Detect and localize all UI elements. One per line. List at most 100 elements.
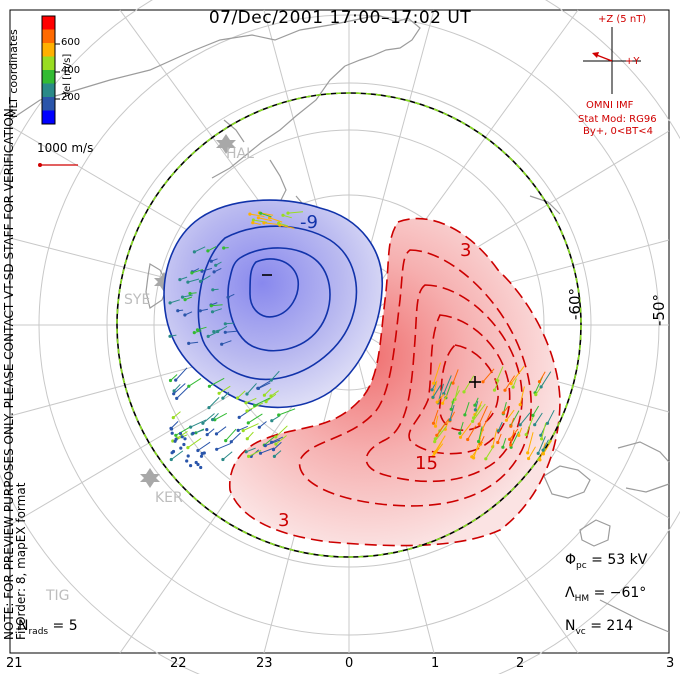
vector-line bbox=[452, 369, 459, 384]
vector-line bbox=[479, 435, 485, 445]
latitude-label-60: -60° bbox=[566, 288, 584, 320]
vector-line bbox=[173, 383, 186, 395]
vector-origin bbox=[223, 330, 227, 334]
vector-line bbox=[512, 378, 517, 388]
station-ker: KER bbox=[155, 490, 183, 506]
vector-line bbox=[287, 211, 304, 214]
vector-line bbox=[502, 405, 509, 414]
vector-line bbox=[547, 409, 555, 424]
vector-line bbox=[238, 425, 248, 431]
vector-line bbox=[225, 322, 234, 325]
vector-line bbox=[460, 422, 472, 438]
vector-line bbox=[169, 299, 180, 304]
vector-line bbox=[269, 217, 283, 223]
vector-origin bbox=[183, 437, 187, 441]
imf-y-label: +Y bbox=[625, 56, 640, 67]
colorbar-band bbox=[42, 16, 55, 30]
vector-line bbox=[525, 414, 535, 435]
colorbar-band bbox=[42, 70, 55, 84]
colorbar-band bbox=[42, 83, 55, 98]
vector-line bbox=[463, 375, 475, 393]
vector-line bbox=[472, 403, 486, 422]
vector-origin bbox=[180, 435, 184, 439]
velocity-vectors bbox=[168, 211, 555, 470]
vector-line bbox=[184, 296, 193, 301]
vector-line bbox=[496, 366, 504, 381]
n-vc-value: 214 bbox=[606, 618, 634, 634]
vector-line bbox=[274, 450, 282, 457]
vector-origin bbox=[189, 464, 193, 468]
colorbar-band bbox=[42, 43, 55, 57]
vector-line bbox=[170, 421, 179, 429]
vector-line bbox=[171, 450, 184, 460]
vector-line bbox=[435, 441, 443, 452]
vector-line bbox=[433, 409, 439, 424]
vector-line bbox=[527, 432, 534, 454]
vector-line bbox=[201, 267, 213, 272]
vector-line bbox=[248, 449, 262, 457]
vector-line bbox=[212, 412, 219, 420]
vector-line bbox=[263, 222, 278, 225]
colorbar-band bbox=[42, 110, 55, 125]
vector-origin bbox=[185, 459, 189, 463]
vector-line bbox=[278, 222, 288, 227]
vector-line bbox=[179, 276, 188, 281]
vector-line bbox=[471, 441, 484, 458]
vector-line bbox=[528, 446, 536, 459]
vector-line bbox=[194, 246, 206, 253]
imf-clock bbox=[583, 27, 641, 94]
vector-line bbox=[497, 421, 503, 432]
vector-origin bbox=[281, 213, 285, 217]
vector-line bbox=[265, 393, 277, 402]
vector-line bbox=[218, 385, 231, 394]
vector-line bbox=[278, 408, 296, 416]
vector-line bbox=[506, 409, 515, 421]
vector-origin bbox=[199, 465, 203, 470]
vector-line bbox=[246, 447, 256, 453]
hm-boundary-dash bbox=[116, 92, 582, 558]
vector-line bbox=[170, 374, 178, 381]
contour-label-positive-bottom: 3 bbox=[278, 510, 290, 531]
vector-line bbox=[478, 426, 483, 442]
vector-line bbox=[510, 365, 525, 384]
vector-line bbox=[212, 308, 222, 313]
vector-line bbox=[222, 391, 230, 399]
vector-line bbox=[187, 278, 200, 283]
vector-origin bbox=[209, 304, 213, 308]
vector-origin bbox=[178, 431, 183, 436]
vector-line bbox=[540, 371, 552, 388]
vector-line bbox=[245, 397, 257, 404]
vector-line bbox=[187, 437, 202, 449]
vector-line bbox=[519, 386, 525, 405]
vector-origin bbox=[173, 439, 177, 443]
vector-line bbox=[542, 439, 553, 455]
colorbar-tick-600: 600 bbox=[61, 37, 81, 48]
mlt-label-0: 0 bbox=[345, 656, 354, 671]
vector-origin bbox=[186, 454, 190, 458]
vector-line bbox=[449, 404, 455, 420]
vector-origin bbox=[192, 331, 196, 335]
vector-origin bbox=[179, 446, 183, 450]
vector-line bbox=[519, 412, 531, 426]
vector-line bbox=[273, 441, 282, 450]
vector-line bbox=[494, 379, 500, 391]
vector-line bbox=[169, 334, 177, 337]
vector-line bbox=[478, 405, 488, 425]
vector-line bbox=[206, 428, 215, 435]
vector-line bbox=[260, 447, 275, 454]
vector-origin bbox=[200, 451, 204, 456]
fit-info: FitOrder: 8, mapEX format bbox=[14, 482, 28, 640]
vector-line bbox=[263, 436, 275, 446]
vector-origin bbox=[212, 330, 216, 334]
vector-line bbox=[173, 383, 181, 392]
vector-line bbox=[207, 246, 217, 252]
vector-line bbox=[265, 439, 281, 447]
vector-line bbox=[207, 331, 219, 337]
vector-line bbox=[258, 217, 272, 222]
vector-line bbox=[246, 383, 257, 395]
vector-line bbox=[270, 390, 279, 397]
colorbar-band bbox=[42, 29, 55, 44]
vector-line bbox=[208, 397, 220, 408]
vector-line bbox=[257, 379, 272, 389]
